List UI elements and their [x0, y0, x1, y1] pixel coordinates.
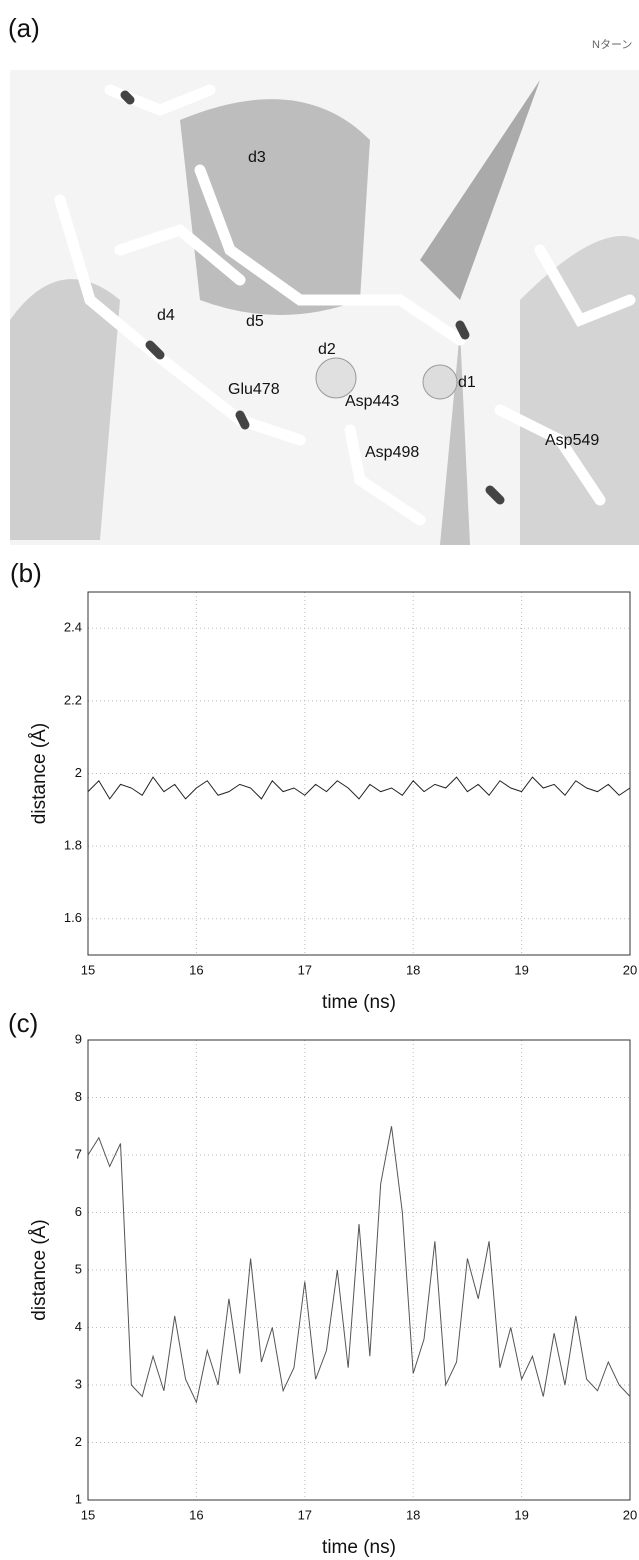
y-tick-label: 1.8 — [64, 838, 82, 853]
x-tick-label: 19 — [514, 1507, 528, 1522]
image-label: Asp498 — [365, 444, 419, 461]
data-line — [87, 776, 631, 800]
y-tick-label: 8 — [75, 1089, 82, 1104]
y-tick-label: 4 — [75, 1319, 82, 1334]
molecule-image — [10, 70, 639, 545]
x-tick-label: 16 — [189, 962, 203, 977]
x-tick-label: 16 — [189, 1507, 203, 1522]
panel-label: (b) — [10, 558, 42, 588]
y-tick-label: 3 — [75, 1376, 82, 1391]
data-line — [87, 1126, 631, 1404]
y-tick-label: 7 — [75, 1146, 82, 1161]
note: Nターン — [592, 38, 632, 51]
image-label: Asp549 — [545, 432, 599, 449]
image-label: d3 — [248, 149, 266, 166]
plot-frame — [87, 1039, 631, 1501]
plot-frame — [87, 591, 631, 956]
x-tick-label: 20 — [623, 962, 637, 977]
panel-label: (c) — [8, 1008, 38, 1038]
panel-label: (a) — [8, 13, 40, 43]
y-tick-label: 2.4 — [64, 620, 82, 635]
x-tick-label: 15 — [81, 962, 95, 977]
x-tick-label: 20 — [623, 1507, 637, 1522]
x-tick-label: 17 — [298, 962, 312, 977]
y-tick-label: 5 — [75, 1261, 82, 1276]
x-axis-label: time (ns) — [322, 992, 396, 1013]
y-axis-label: distance (Å) — [29, 723, 50, 824]
x-tick-label: 19 — [514, 962, 528, 977]
x-tick-label: 15 — [81, 1507, 95, 1522]
y-tick-label: 2 — [75, 765, 82, 780]
x-axis-label: time (ns) — [322, 1537, 396, 1558]
x-tick-label: 18 — [406, 1507, 420, 1522]
x-tick-label: 17 — [298, 1507, 312, 1522]
y-tick-label: 6 — [75, 1204, 82, 1219]
y-axis-label: distance (Å) — [29, 1219, 50, 1320]
image-label: d2 — [318, 341, 336, 358]
image-label: d1 — [458, 374, 476, 391]
y-tick-label: 2.2 — [64, 692, 82, 707]
image-label: Asp443 — [345, 393, 399, 410]
image-label: d4 — [157, 307, 175, 324]
image-label: Glu478 — [228, 381, 280, 398]
y-tick-label: 1.6 — [64, 910, 82, 925]
x-tick-label: 18 — [406, 962, 420, 977]
image-label: d5 — [246, 313, 264, 330]
y-tick-label: 2 — [75, 1434, 82, 1449]
y-tick-label: 9 — [75, 1031, 82, 1046]
y-tick-label: 1 — [75, 1491, 82, 1506]
